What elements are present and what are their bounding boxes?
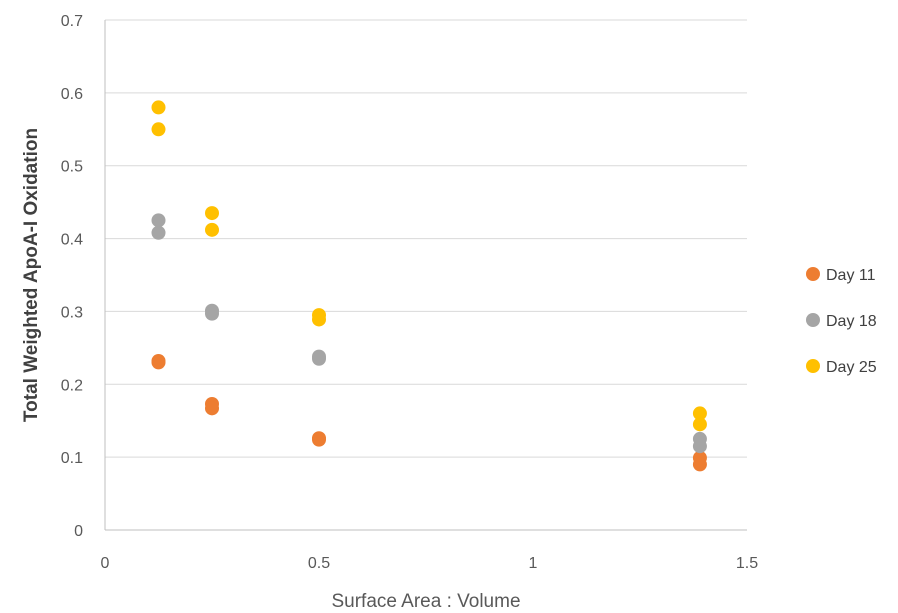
gridlines (105, 19, 747, 458)
legend-label: Day 11 (826, 267, 876, 284)
x-tick-label: 1 (529, 555, 538, 572)
x-tick-label: 0.5 (308, 555, 330, 572)
data-point-day-25 (312, 312, 326, 327)
data-points (151, 100, 707, 472)
legend-marker (806, 359, 820, 373)
legend: Day 11 Day 18 Day 25 (806, 267, 877, 376)
y-tick-label: 0.5 (61, 159, 83, 176)
data-point-day-18 (692, 439, 707, 454)
data-point-day-18 (151, 213, 166, 228)
x-tick-label: 0 (101, 555, 110, 572)
data-point-day-18 (151, 225, 166, 240)
data-point-day-11 (692, 457, 707, 472)
data-point-day-11 (312, 432, 326, 447)
y-tick-label: 0.3 (61, 304, 83, 321)
axes (104, 20, 747, 531)
legend-label: Day 25 (826, 359, 877, 376)
data-point-day-25 (692, 406, 707, 421)
y-tick-label: 0.7 (61, 13, 83, 30)
y-tick-label: 0 (74, 523, 83, 540)
y-axis-label: Total Weighted ApoA-I Oxidation (21, 128, 42, 422)
y-tick-labels: 0 0.1 0.2 0.3 0.4 0.5 0.6 0.7 (61, 13, 83, 540)
y-tick-label: 0.4 (61, 232, 83, 249)
x-tick-labels: 0 0.5 1 1.5 (101, 555, 759, 572)
data-point-day-25 (151, 122, 166, 137)
data-point-day-11 (151, 355, 166, 370)
legend-label: Day 18 (826, 313, 877, 330)
x-tick-label: 1.5 (736, 555, 758, 572)
data-point-day-25 (692, 417, 707, 432)
data-point-day-25 (205, 222, 219, 237)
data-point-day-25 (151, 100, 166, 115)
y-tick-label: 0.2 (61, 377, 83, 394)
data-point-day-11 (205, 401, 219, 416)
y-tick-label: 0.1 (61, 450, 83, 467)
legend-marker (806, 267, 820, 281)
data-point-day-18 (205, 306, 219, 321)
y-tick-label: 0.6 (61, 86, 83, 103)
data-point-day-25 (205, 206, 219, 221)
data-point-day-18 (312, 351, 326, 366)
legend-marker (806, 313, 820, 327)
x-axis-label: Surface Area : Volume (331, 591, 520, 612)
